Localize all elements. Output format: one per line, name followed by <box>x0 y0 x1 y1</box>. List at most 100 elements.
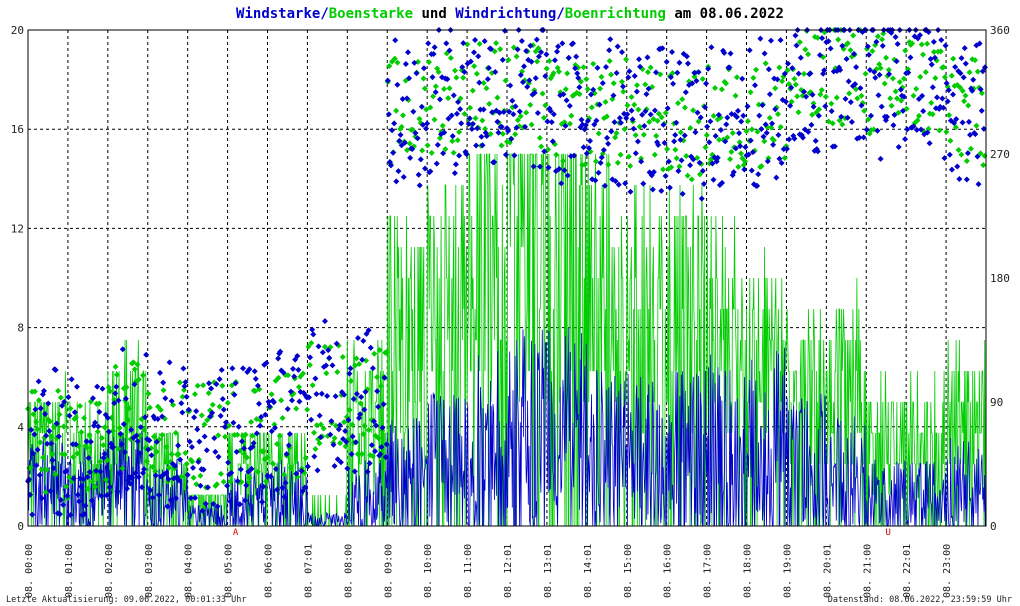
wind-direction-point <box>246 366 253 373</box>
wind-direction-point <box>616 114 623 121</box>
event-marker: A <box>233 528 239 538</box>
wind-direction-point <box>754 182 761 189</box>
gust-direction-point <box>889 75 896 82</box>
gust-direction-point <box>736 139 743 146</box>
wind-direction-point <box>618 49 625 56</box>
gust-direction-point <box>482 125 489 132</box>
gust-direction-point <box>124 416 131 423</box>
gust-direction-point <box>747 89 754 96</box>
gust-direction-point <box>376 347 383 354</box>
gust-direction-point <box>81 414 88 421</box>
wind-direction-point <box>483 133 490 140</box>
wind-direction-point <box>250 440 257 447</box>
gust-direction-point <box>226 422 233 429</box>
gust-direction-point <box>915 112 922 119</box>
x-tick-label: 08. 04:00 <box>184 544 195 598</box>
wind-direction-point <box>969 87 976 94</box>
wind-direction-point <box>715 111 722 118</box>
wind-direction-point <box>288 397 295 404</box>
gust-direction-point <box>728 148 735 155</box>
wind-direction-point <box>323 362 330 369</box>
wind-direction-point <box>132 470 139 477</box>
wind-direction-point <box>892 33 899 40</box>
wind-direction-point <box>642 108 649 115</box>
gust-direction-point <box>802 46 809 53</box>
right-tick-label: 90 <box>990 396 1003 409</box>
left-tick-label: 8 <box>17 322 24 335</box>
wind-direction-point <box>649 186 656 193</box>
wind-direction-point <box>958 55 965 62</box>
gust-direction-point <box>946 112 953 119</box>
wind-direction-point <box>980 125 987 132</box>
wind-direction-point <box>345 416 352 423</box>
gust-direction-point <box>145 390 152 397</box>
wind-direction-point <box>675 167 682 174</box>
gust-direction-point <box>92 483 99 490</box>
wind-direction-point <box>465 121 472 128</box>
wind-direction-point <box>334 456 341 463</box>
gust-direction-point <box>885 66 892 73</box>
wind-direction-point <box>401 139 408 146</box>
wind-direction-point <box>645 85 652 92</box>
wind-direction-point <box>706 139 713 146</box>
gust-direction-point <box>451 67 458 74</box>
wind-direction-point <box>727 50 734 57</box>
wind-direction-point <box>926 140 933 147</box>
gust-direction-point <box>651 151 658 158</box>
wind-direction-point <box>554 48 561 55</box>
x-tick-label: 08. 08:00 <box>343 544 354 598</box>
gust-direction-point <box>476 40 483 47</box>
wind-direction-point <box>899 107 906 114</box>
wind-direction-point <box>474 125 481 132</box>
gust-direction-point <box>781 155 788 162</box>
gust-direction-point <box>958 151 965 158</box>
wind-direction-point <box>110 444 117 451</box>
gust-direction-point <box>614 159 621 166</box>
x-tick-label: 08. 10:00 <box>423 544 434 598</box>
gust-direction-point <box>361 422 368 429</box>
plot-frame <box>27 29 987 527</box>
gust-direction-point <box>583 76 590 83</box>
gust-direction-point <box>768 124 775 131</box>
wind-direction-point <box>341 391 348 398</box>
wind-direction-point <box>283 450 290 457</box>
wind-direction-point <box>514 46 521 53</box>
x-tick-label: 08. 23:00 <box>942 544 953 598</box>
wind-direction-point <box>71 409 78 416</box>
wind-direction-point <box>499 56 506 63</box>
gust-direction-point <box>582 161 589 168</box>
wind-direction-point <box>559 40 566 47</box>
wind-direction-point <box>676 59 683 66</box>
wind-direction-point <box>961 45 968 52</box>
wind-direction-point <box>270 399 277 406</box>
wind-direction-point <box>55 433 62 440</box>
wind-direction-point <box>687 162 694 169</box>
wind-direction-point <box>362 388 369 395</box>
gust-direction-point <box>779 78 786 85</box>
wind-direction-point <box>409 145 416 152</box>
gust-direction-point <box>46 418 53 425</box>
wind-direction-point <box>316 412 323 419</box>
gust-direction-point <box>624 102 631 109</box>
gust-direction-point <box>248 418 255 425</box>
gust-direction-point <box>814 34 821 41</box>
gust-direction-point <box>883 54 890 61</box>
wind-direction-point <box>481 38 488 45</box>
wind-direction-point <box>160 379 167 386</box>
gust-direction-point <box>175 451 182 458</box>
wind-direction-point <box>631 73 638 80</box>
wind-direction-point <box>853 64 860 71</box>
wind-direction-point <box>925 29 932 36</box>
gust-direction-point <box>635 106 642 113</box>
title-und: und <box>413 6 455 22</box>
wind-direction-point <box>541 148 548 155</box>
wind-direction-point <box>547 107 554 114</box>
gust-direction-point <box>702 144 709 151</box>
gust-direction-point <box>358 450 365 457</box>
gust-direction-point <box>394 59 401 66</box>
wind-direction-point <box>864 43 871 50</box>
title-windrichtung: Windrichtung/ <box>455 6 565 22</box>
wind-direction-point <box>308 416 315 423</box>
gust-direction-point <box>349 421 356 428</box>
wind-direction-point <box>508 135 515 142</box>
